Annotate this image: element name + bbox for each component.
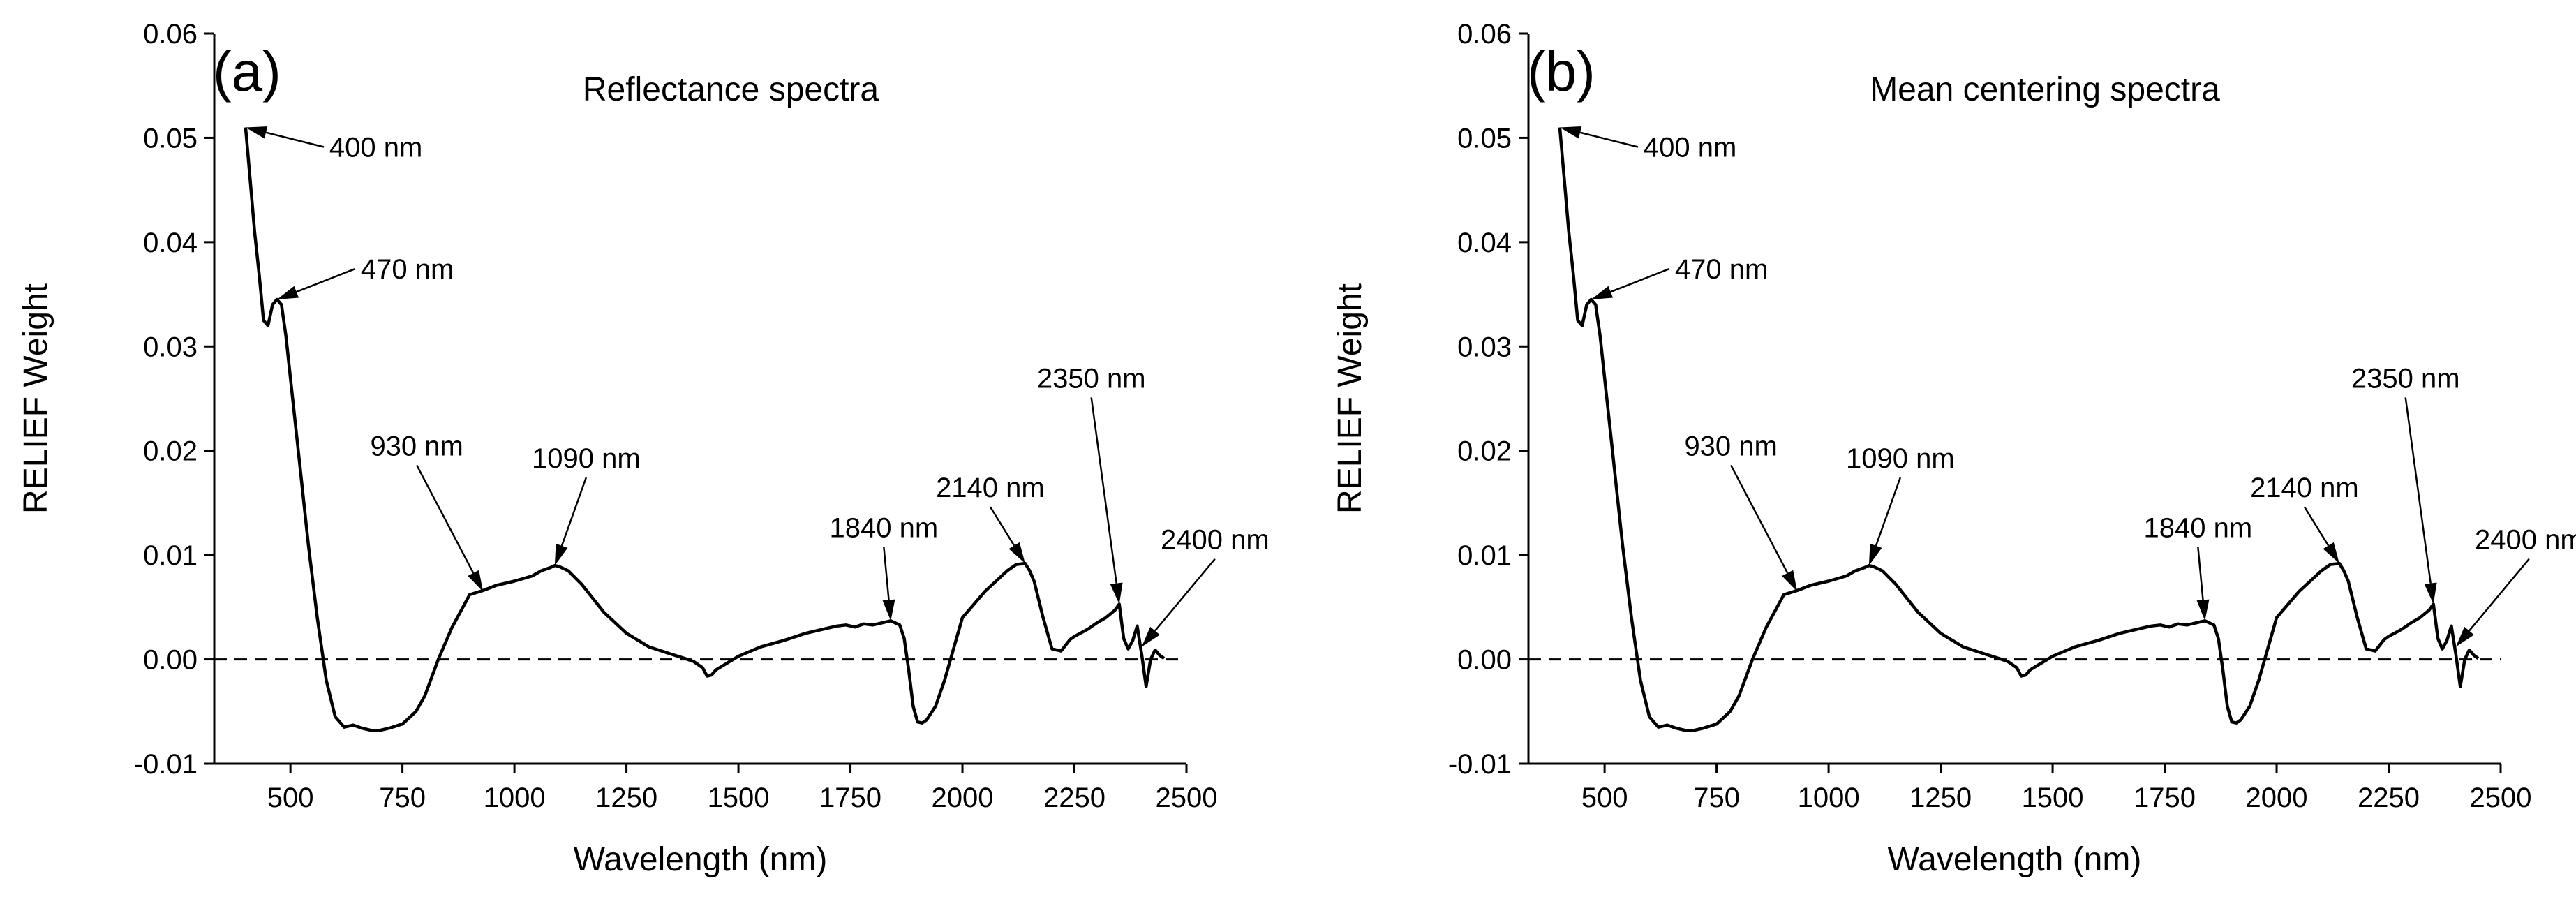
annotation-arrowhead (468, 570, 484, 592)
x-tick-label: 1000 (1798, 783, 1860, 813)
annotation-arrowhead (1591, 286, 1614, 300)
annotation-arrow (989, 506, 1015, 547)
x-tick-label: 2000 (932, 783, 994, 813)
annotation-label: 1840 nm (2143, 512, 2252, 543)
annotation-arrow (560, 477, 588, 547)
y-tick-label: 0.02 (1457, 436, 1512, 467)
x-axis-title: Wavelength (nm) (574, 841, 828, 878)
y-tick-label: 0.01 (1457, 540, 1512, 571)
y-tick-label: 0.06 (1457, 19, 1512, 50)
x-tick-label: 2250 (2358, 783, 2420, 813)
annotation-arrow (416, 464, 475, 574)
y-tick-label: 0.00 (1457, 645, 1512, 676)
annotation-label: 470 nm (1675, 254, 1768, 285)
annotation-arrowhead (1782, 570, 1798, 592)
annotation-arrowhead (1868, 543, 1882, 566)
y-tick-label: 0.04 (1457, 228, 1512, 258)
annotation-arrow (1730, 464, 1789, 574)
x-tick-label: 500 (267, 783, 314, 813)
x-tick-label: 2500 (1156, 783, 1218, 813)
panel-title: Reflectance spectra (583, 71, 879, 108)
panel-title: Mean centering spectra (1870, 71, 2220, 108)
panel-b: -0.01 0.00 0.01 0.02 0.03 0.04 0.05 0.06 500 750 1… (1332, 19, 2576, 878)
x-tick-label: 750 (1693, 783, 1740, 813)
annotation-arrowhead (1559, 126, 1582, 139)
y-tick-label: 0.05 (143, 123, 198, 154)
annotation-label: 2400 nm (2475, 525, 2576, 556)
y-tick-label: -0.01 (1448, 749, 1512, 780)
annotation-arrowhead (1008, 542, 1025, 564)
x-tick-label: 1250 (1909, 783, 1972, 813)
annotation-label: 400 nm (329, 132, 422, 163)
x-tick-label: 1750 (2134, 783, 2196, 813)
y-tick-label: 0.05 (1457, 123, 1512, 154)
x-tick-label: 750 (379, 783, 426, 813)
annotation-arrow (2404, 397, 2432, 584)
annotation-arrow (2469, 558, 2530, 632)
y-tick-label: 0.01 (143, 540, 198, 571)
annotation-arrowhead (2455, 626, 2474, 647)
annotation-arrow (2197, 547, 2204, 600)
y-tick-label: 0.00 (143, 645, 198, 676)
annotation-arrowhead (2196, 599, 2210, 621)
annotation-arrow (1579, 131, 1639, 148)
relief-weight-line (244, 127, 1166, 732)
annotation-arrow (1154, 558, 1216, 632)
x-tick-label: 2000 (2246, 783, 2308, 813)
annotation-label: 1090 nm (532, 443, 641, 474)
annotation-label: 1090 nm (1846, 443, 1955, 474)
annotation-label: 930 nm (370, 431, 463, 461)
annotation-arrow (883, 547, 890, 600)
x-tick-label: 1000 (484, 783, 546, 813)
annotation-arrowhead (1110, 582, 1123, 605)
annotation-label: 2400 nm (1161, 525, 1270, 556)
annotation-label: 2140 nm (2250, 473, 2359, 503)
annotation-arrow (265, 131, 325, 148)
annotation-label: 2350 nm (1037, 363, 1146, 394)
annotation-label: 2350 nm (2351, 363, 2460, 394)
y-axis-title: RELIEF Weight (17, 283, 54, 514)
x-tick-label: 1500 (2022, 783, 2084, 813)
annotation-arrowhead (1141, 626, 1160, 647)
y-tick-label: -0.01 (134, 749, 198, 780)
y-tick-label: 0.03 (143, 332, 198, 362)
x-tick-label: 1750 (819, 783, 881, 813)
panel-label: (a) (213, 40, 281, 103)
annotation-label: 2140 nm (936, 473, 1045, 503)
x-tick-label: 500 (1581, 783, 1628, 813)
annotation-arrow (1090, 397, 1117, 584)
x-tick-label: 1500 (708, 783, 770, 813)
x-tick-label: 1250 (595, 783, 657, 813)
panel-label: (b) (1527, 40, 1595, 103)
x-tick-label: 2250 (1043, 783, 1105, 813)
annotation-arrow (2303, 506, 2330, 547)
y-axis-title: RELIEF Weight (1332, 283, 1369, 514)
relief-weight-line (1558, 127, 2480, 732)
annotation-arrow (1610, 267, 1670, 293)
y-tick-label: 0.02 (143, 436, 198, 467)
annotation-arrowhead (2323, 542, 2339, 564)
annotation-arrowhead (2424, 582, 2437, 605)
x-axis-title: Wavelength (nm) (1888, 841, 2142, 878)
y-tick-label: 0.04 (143, 228, 198, 258)
annotation-arrow (296, 267, 356, 293)
x-tick-label: 2500 (2470, 783, 2532, 813)
annotation-label: 1840 nm (829, 512, 938, 543)
annotation-arrowhead (245, 126, 268, 139)
annotation-arrowhead (554, 543, 568, 566)
annotation-arrow (1875, 477, 1902, 547)
annotation-label: 930 nm (1684, 431, 1777, 461)
annotation-arrowhead (276, 286, 299, 300)
y-tick-label: 0.06 (143, 19, 198, 50)
annotation-arrowhead (882, 599, 895, 621)
annotation-label: 470 nm (361, 254, 454, 285)
annotation-label: 400 nm (1644, 132, 1736, 163)
y-tick-label: 0.03 (1457, 332, 1512, 362)
panel-a: -0.01 0.00 0.01 0.02 0.03 0.04 0.05 0.06 500 750 1… (17, 19, 1270, 878)
